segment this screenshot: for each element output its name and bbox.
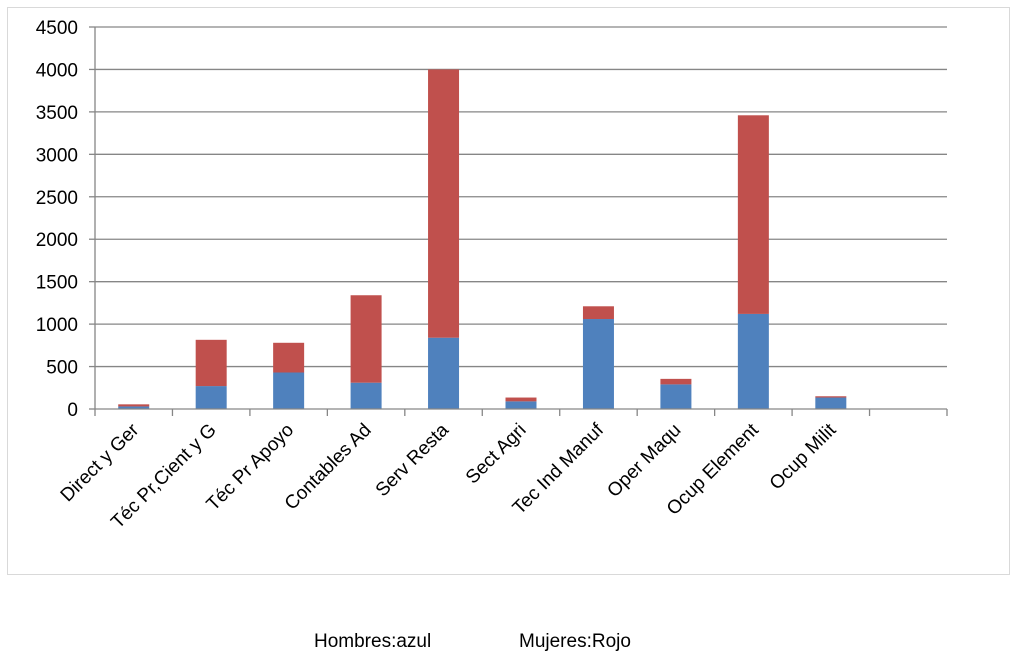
bar-men — [118, 406, 150, 409]
y-tick-label: 2500 — [36, 188, 78, 209]
y-tick-label: 2000 — [36, 230, 78, 251]
y-tick-label: 0 — [67, 400, 78, 421]
x-category-label: Serv Resta — [372, 419, 454, 501]
bar-women — [428, 69, 460, 338]
y-tick-label: 3000 — [36, 145, 78, 166]
bar-women — [273, 342, 305, 373]
bar-men — [815, 397, 847, 409]
bar-women — [815, 396, 847, 398]
x-category-label: Direct y Ger — [57, 419, 144, 506]
legend-men-text: Hombres:azul — [314, 631, 432, 652]
y-tick-label: 4500 — [36, 18, 78, 39]
y-tick-label: 1000 — [36, 315, 78, 336]
chart-frame — [7, 7, 1010, 575]
bar-women — [195, 339, 227, 387]
bar-men — [350, 382, 382, 409]
bar-women — [582, 306, 614, 320]
x-category-label: Oper Maqu — [603, 420, 685, 502]
bar-women — [350, 295, 382, 383]
bar-men — [428, 337, 460, 409]
bars — [118, 69, 847, 409]
bar-men — [195, 386, 227, 409]
bar-women — [737, 115, 769, 314]
gridlines — [95, 26, 947, 368]
x-category-label: Ocup Milit — [766, 419, 841, 494]
bar-men — [660, 384, 692, 409]
bar-women — [660, 378, 692, 385]
bar-women — [118, 404, 150, 407]
x-category-label: Sect Agri — [462, 420, 531, 489]
bar-men — [737, 313, 769, 409]
bar-men — [273, 372, 305, 409]
y-tick-label: 1500 — [36, 273, 78, 294]
bar-women — [505, 397, 537, 402]
axes — [89, 26, 948, 416]
y-tick-label: 3500 — [36, 103, 78, 124]
y-tick-label: 4000 — [36, 60, 78, 81]
legend-women-text: Mujeres:Rojo — [519, 631, 631, 652]
bar-men — [505, 401, 537, 409]
y-tick-label: 500 — [46, 358, 78, 379]
stacked-bar-chart: 0 500 1000 1500 2000 2500 3000 3500 4000 4500 Dire… — [36, 18, 948, 533]
bar-men — [582, 319, 614, 409]
